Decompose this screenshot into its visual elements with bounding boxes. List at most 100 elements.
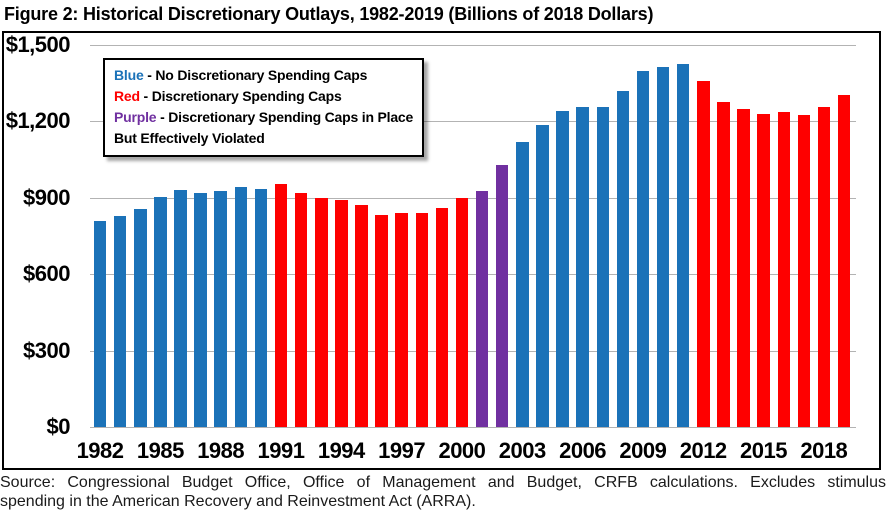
bar-2003 — [516, 141, 529, 427]
bar-2002 — [495, 164, 509, 427]
bar-2018 — [817, 106, 831, 427]
bar-2012 — [697, 81, 710, 427]
bar-slot-2014 — [734, 45, 754, 427]
x-tick-label-1997: 1997 — [378, 438, 426, 463]
bar-1985 — [154, 197, 167, 427]
bar-slot-2018 — [814, 45, 834, 427]
bar-1996 — [375, 215, 388, 427]
y-tick-label: $600 — [23, 261, 70, 287]
gridline — [90, 197, 856, 199]
bar-2015 — [757, 114, 770, 427]
bar-slot-1998 — [412, 45, 432, 427]
bar-slot-1988 — [211, 45, 231, 427]
bar-slot-1992 — [291, 45, 311, 427]
y-tick-label: $900 — [23, 184, 70, 210]
bar-1982 — [93, 220, 107, 427]
bar-slot-1989 — [231, 45, 251, 427]
bar-2017 — [797, 115, 811, 427]
gridline — [90, 274, 856, 276]
bar-slot-1999 — [432, 45, 452, 427]
bar-slot-2019 — [834, 45, 854, 427]
gridline — [90, 427, 856, 428]
bar-2006 — [576, 106, 589, 427]
legend-term-blue: Blue — [114, 67, 144, 83]
x-tick-label-1985: 1985 — [136, 438, 184, 463]
figure-title: Figure 2: Historical Discretionary Outla… — [4, 4, 654, 24]
x-tick-label-2018: 2018 — [800, 438, 848, 463]
bar-slot-1993 — [311, 45, 331, 427]
bar-slot-1986 — [170, 45, 190, 427]
bar-slot-2009 — [633, 45, 653, 427]
y-tick-label: $1,500 — [5, 32, 71, 57]
legend-box: Blue - No Discretionary Spending Caps Re… — [103, 58, 425, 157]
bar-slot-1995 — [351, 45, 371, 427]
bar-slot-1982 — [90, 45, 110, 427]
bar-slot-2015 — [754, 45, 774, 427]
bar-slot-2003 — [512, 45, 532, 427]
bar-1983 — [113, 215, 127, 427]
bar-1991 — [274, 183, 288, 427]
y-tick-label: $0 — [46, 414, 71, 439]
bar-slot-2010 — [653, 45, 673, 427]
bar-1984 — [134, 208, 147, 427]
bar-2007 — [596, 107, 610, 427]
bar-slot-2000 — [452, 45, 472, 427]
bar-1989 — [234, 187, 248, 427]
bar-1995 — [355, 205, 368, 427]
legend-text-purple: - Discretionary Spending Caps in Place — [156, 109, 414, 125]
legend-line-blue: Blue - No Discretionary Spending Caps — [114, 65, 413, 86]
bar-slot-2012 — [693, 45, 713, 427]
bar-slot-1991 — [271, 45, 291, 427]
bar-2016 — [777, 112, 791, 427]
legend-line-purple: Purple - Discretionary Spending Caps in … — [114, 107, 413, 128]
bar-slot-1997 — [392, 45, 412, 427]
x-tick-label-2009: 2009 — [619, 438, 667, 463]
bar-slot-1996 — [372, 45, 392, 427]
x-tick-label-2006: 2006 — [559, 438, 607, 463]
bar-slot-2013 — [713, 45, 733, 427]
y-tick-label: $1,200 — [5, 108, 71, 134]
bar-slot-2005 — [553, 45, 573, 427]
legend-line-continuation: But Effectively Violated — [114, 128, 413, 149]
source-note: Source: Congressional Budget Office, Off… — [0, 473, 886, 511]
bar-slot-2017 — [794, 45, 814, 427]
bar-slot-1990 — [251, 45, 271, 427]
gridline — [90, 121, 856, 123]
plot-area — [90, 45, 856, 428]
legend-text-blue: - No Discretionary Spending Caps — [143, 67, 368, 83]
bar-2014 — [737, 108, 750, 427]
bar-slot-2011 — [673, 45, 693, 427]
legend-text-continuation: But Effectively Violated — [114, 130, 265, 146]
bar-slot-2007 — [593, 45, 613, 427]
x-tick-label-1982: 1982 — [76, 438, 124, 463]
bar-1988 — [214, 190, 227, 427]
bar-slot-2002 — [492, 45, 512, 427]
bar-1999 — [435, 208, 449, 427]
x-tick-label-2003: 2003 — [498, 438, 546, 463]
x-tick-label-2012: 2012 — [679, 438, 727, 463]
x-tick-label-2000: 2000 — [438, 438, 486, 463]
bar-2013 — [717, 101, 730, 427]
x-tick-label-2015: 2015 — [740, 438, 787, 463]
chart-area: $0 $300 $600 $900 $1,200 $1,500 1982 1985 1988 1… — [2, 31, 881, 470]
bar-2011 — [676, 64, 690, 427]
bar-slot-1983 — [110, 45, 130, 427]
bar-slot-2008 — [613, 45, 633, 427]
gridline — [90, 45, 856, 46]
bar-slot-2006 — [573, 45, 593, 427]
bar-2005 — [556, 110, 569, 427]
bar-2004 — [536, 124, 549, 427]
x-tick-label-1994: 1994 — [317, 438, 365, 463]
bar-2009 — [636, 70, 650, 427]
bar-slot-1984 — [130, 45, 150, 427]
bar-series — [90, 45, 854, 427]
legend-text-red: - Discretionary Spending Caps — [139, 88, 342, 104]
gridline — [90, 350, 856, 352]
legend-term-red: Red — [114, 88, 140, 104]
bar-2010 — [656, 66, 670, 427]
bar-1994 — [335, 200, 348, 427]
bar-slot-1987 — [191, 45, 211, 427]
bar-1987 — [194, 192, 207, 427]
bar-1997 — [395, 213, 408, 427]
bar-slot-1994 — [331, 45, 351, 427]
